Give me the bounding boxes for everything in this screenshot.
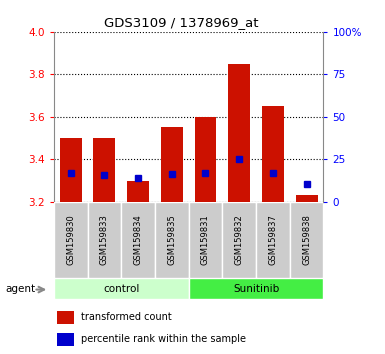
- Bar: [54, 278, 189, 299]
- Bar: [290, 202, 323, 278]
- Bar: [223, 202, 256, 278]
- Text: GDS3109 / 1378969_at: GDS3109 / 1378969_at: [104, 16, 258, 29]
- Text: Sunitinib: Sunitinib: [233, 284, 279, 293]
- Bar: [121, 202, 155, 278]
- Bar: [54, 202, 88, 278]
- Bar: [296, 195, 318, 202]
- Bar: [57, 333, 74, 346]
- Bar: [161, 127, 183, 202]
- Text: GSM159838: GSM159838: [302, 215, 311, 265]
- Bar: [57, 311, 74, 324]
- Text: agent: agent: [6, 284, 36, 294]
- Text: GSM159833: GSM159833: [100, 215, 109, 265]
- Bar: [94, 138, 115, 202]
- Bar: [155, 202, 189, 278]
- Text: GSM159834: GSM159834: [134, 215, 142, 265]
- Bar: [127, 181, 149, 202]
- Text: GSM159832: GSM159832: [235, 215, 244, 265]
- Bar: [88, 202, 121, 278]
- Text: percentile rank within the sample: percentile rank within the sample: [81, 335, 246, 344]
- Bar: [256, 202, 290, 278]
- Text: GSM159837: GSM159837: [268, 215, 277, 265]
- Text: GSM159831: GSM159831: [201, 215, 210, 265]
- Text: transformed count: transformed count: [81, 312, 171, 322]
- Bar: [189, 202, 223, 278]
- Bar: [189, 278, 323, 299]
- Text: control: control: [103, 284, 139, 293]
- Bar: [228, 64, 250, 202]
- Bar: [262, 106, 284, 202]
- Bar: [194, 117, 216, 202]
- Text: GSM159835: GSM159835: [167, 215, 176, 265]
- Text: GSM159830: GSM159830: [66, 215, 75, 265]
- Bar: [60, 138, 82, 202]
